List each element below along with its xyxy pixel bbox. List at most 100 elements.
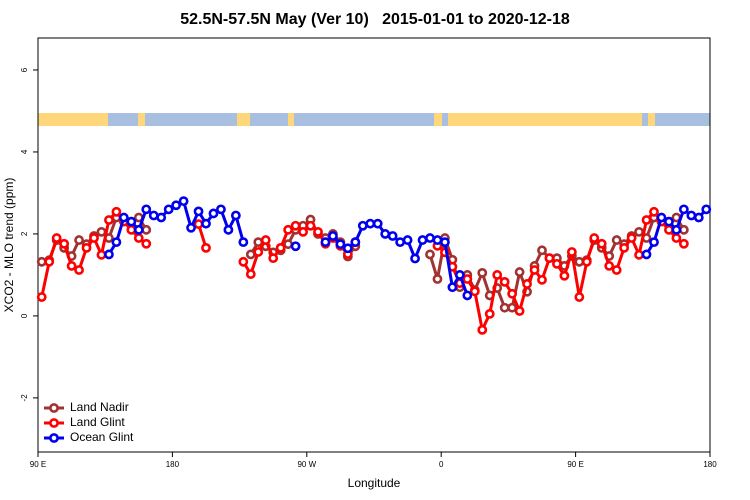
point [649, 237, 659, 248]
point [193, 219, 204, 229]
point [671, 224, 682, 235]
point [619, 242, 630, 253]
point [693, 212, 704, 223]
point [425, 233, 435, 243]
point [537, 274, 547, 285]
point [365, 218, 376, 229]
point [133, 224, 144, 235]
point [522, 279, 532, 289]
point [44, 256, 55, 267]
x-axis-label: Longitude [348, 476, 401, 490]
point [410, 253, 420, 264]
point [36, 256, 47, 267]
legend-marker [49, 403, 59, 413]
point [238, 256, 249, 267]
point [104, 215, 114, 225]
legend-label: Ocean Glint [70, 430, 134, 444]
point [664, 216, 674, 227]
point [634, 249, 644, 260]
point [641, 215, 652, 225]
point [649, 206, 659, 217]
ocean-band [655, 113, 710, 126]
point [484, 308, 495, 319]
point [417, 235, 428, 245]
point [462, 274, 473, 284]
point [201, 218, 211, 229]
chart-title: 52.5N-57.5N May (Ver 10) 2015-01-01 to 2… [180, 11, 570, 28]
point [447, 282, 458, 293]
point [290, 220, 301, 231]
y-axis-label: XCO2 - MLO trend (ppm) [2, 178, 16, 313]
point [133, 233, 144, 243]
point [141, 204, 152, 215]
point [499, 276, 510, 287]
ocean-band [108, 113, 138, 126]
point [462, 290, 473, 301]
point [66, 261, 77, 271]
point [89, 233, 99, 243]
point [380, 229, 391, 239]
point [283, 224, 294, 235]
y-tick-label: 6 [20, 67, 29, 72]
point [387, 231, 398, 241]
point [118, 212, 129, 223]
point [701, 204, 712, 215]
land-ocean-strip [38, 113, 710, 126]
point [111, 206, 122, 217]
point [641, 249, 652, 260]
point [499, 302, 510, 313]
point [611, 235, 622, 245]
point [589, 233, 600, 243]
point [454, 270, 465, 280]
point [372, 218, 383, 229]
point [156, 212, 167, 223]
point [574, 256, 585, 267]
point [313, 226, 323, 237]
point [74, 235, 84, 245]
point [186, 222, 196, 233]
x-tick-label: 180 [703, 460, 717, 469]
point [253, 247, 264, 257]
point [686, 210, 697, 221]
ocean-band [145, 113, 237, 126]
point [529, 265, 540, 275]
point [193, 206, 204, 217]
point [201, 242, 211, 253]
point [507, 302, 518, 313]
point [514, 306, 525, 316]
point [216, 204, 226, 215]
point [275, 242, 286, 253]
point [51, 233, 62, 243]
point [559, 270, 570, 281]
point [342, 243, 353, 254]
plot-frame [37, 37, 711, 453]
point [656, 212, 667, 223]
point [290, 241, 301, 252]
y-tick-label: 2 [20, 231, 29, 236]
point [425, 249, 435, 260]
ocean-band [294, 113, 434, 126]
point [537, 245, 547, 256]
point [357, 220, 368, 231]
point [477, 324, 488, 335]
point [171, 200, 182, 211]
x-tick-label: 180 [166, 460, 180, 469]
point [395, 237, 406, 248]
point [335, 239, 346, 250]
point [96, 226, 107, 237]
x-tick-label: 90 E [567, 460, 583, 469]
x-tick-label: 0 [439, 460, 444, 469]
legend-label: Land Glint [70, 415, 125, 429]
point [126, 224, 137, 235]
point [208, 208, 219, 219]
point [148, 210, 159, 221]
point [678, 224, 689, 235]
y-tick-label: -2 [20, 394, 29, 402]
ocean-band [250, 113, 288, 126]
point [178, 196, 189, 207]
point [611, 265, 622, 275]
legend-label: Land Nadir [70, 400, 129, 414]
y-tick-label: 0 [20, 313, 29, 318]
point [350, 237, 361, 248]
